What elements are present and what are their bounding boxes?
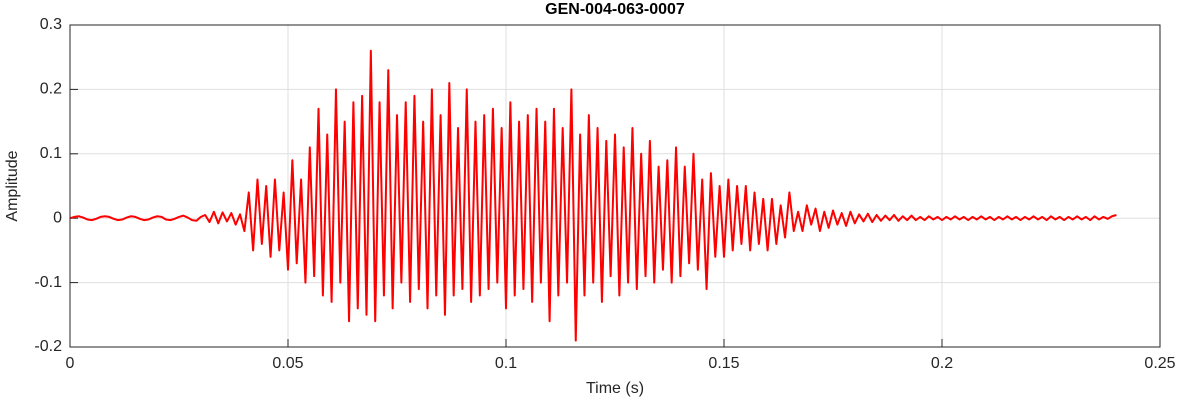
x-tick-label: 0.2 [931, 355, 953, 372]
plot-area [70, 25, 1160, 347]
chart-title: GEN-004-063-0007 [545, 1, 685, 18]
x-tick-label: 0.1 [495, 355, 517, 372]
x-tick-label: 0 [66, 355, 75, 372]
y-tick-label: 0.2 [40, 81, 62, 98]
x-tick-label: 0.15 [708, 355, 739, 372]
x-tick-label: 0.05 [272, 355, 303, 372]
signal-line [69, 49, 1117, 342]
y-axis-label: Amplitude [4, 150, 21, 221]
axes-box [69, 24, 1161, 348]
y-tick-label: 0.1 [40, 145, 62, 162]
y-tick-label: -0.2 [34, 338, 62, 355]
y-tick-label: 0.3 [40, 16, 62, 33]
x-tick-label: 0.25 [1144, 355, 1175, 372]
x-axis-label: Time (s) [586, 380, 644, 397]
y-tick-label: 0 [53, 209, 62, 226]
y-tick-label: -0.1 [34, 274, 62, 291]
